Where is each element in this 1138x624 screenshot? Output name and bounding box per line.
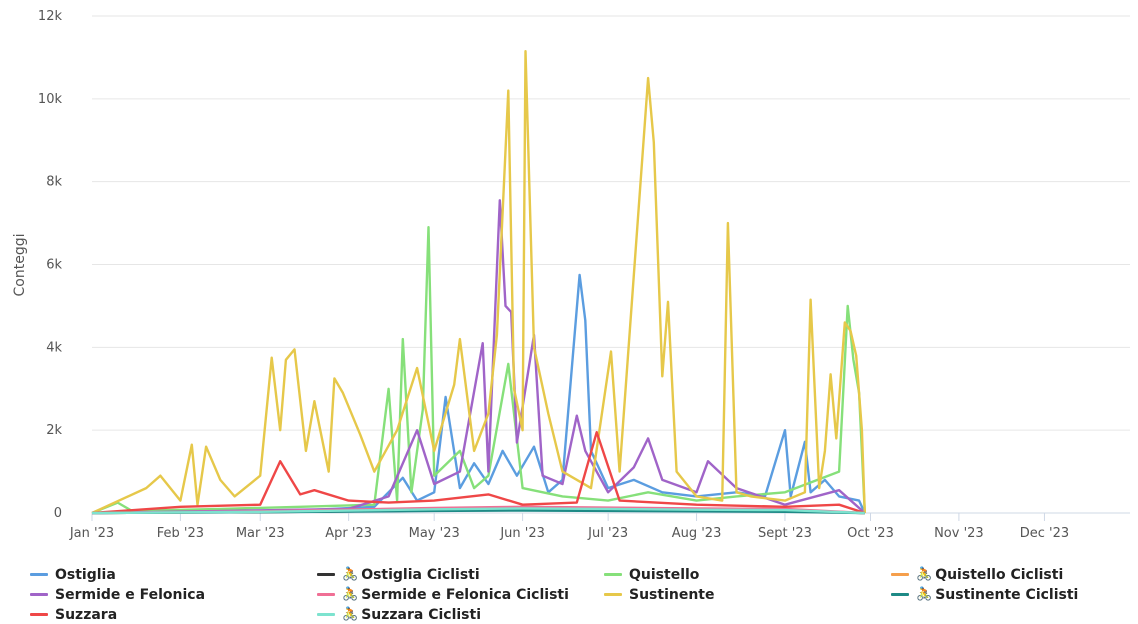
legend-swatch (317, 593, 335, 596)
legend-item[interactable]: Suzzara (30, 605, 317, 624)
y-tick-label: 6k (46, 258, 62, 273)
series-line (91, 225, 866, 515)
series-line (91, 431, 866, 515)
legend-item[interactable]: 🚴 Sermide e Felonica Ciclisti (317, 585, 604, 604)
x-tick-label: Dec '23 (1020, 526, 1069, 541)
legend-label: Sustinente (629, 586, 715, 603)
y-tick-label: 10k (38, 92, 63, 107)
series-line (91, 507, 865, 515)
legend-label: Suzzara (55, 606, 118, 623)
x-tick-label: Jun '23 (499, 526, 545, 541)
series-line (91, 199, 866, 515)
legend-item[interactable]: Sermide e Felonica (30, 585, 317, 604)
x-tick-label: Apr '23 (325, 526, 372, 541)
bicycle-icon: 🚴 (916, 567, 933, 582)
legend-label: Sermide e Felonica Ciclisti (361, 586, 569, 603)
legend-swatch (604, 573, 622, 576)
bicycle-icon: 🚴 (916, 587, 933, 602)
y-axis-ticks: 0 2k 4k 6k 8k 10k 12k (38, 9, 63, 521)
legend: Ostiglia 🚴 Ostiglia Ciclisti Quistello 🚴 Quis… (30, 565, 1130, 624)
x-axis: Jan '23 Feb '23 Mar '23 Apr '23 May '23 Jun '… (69, 512, 1130, 541)
x-tick-label: Aug '23 (672, 526, 722, 541)
legend-label: Ostiglia (55, 566, 116, 583)
legend-swatch (30, 573, 48, 576)
legend-swatch (891, 573, 909, 576)
y-axis-label: Conteggi (12, 234, 28, 297)
legend-label: Sermide e Felonica (55, 586, 206, 603)
bicycle-icon: 🚴 (342, 567, 359, 582)
y-tick-label: 2k (46, 423, 62, 438)
x-tick-label: Nov '23 (934, 526, 984, 541)
legend-item[interactable]: 🚴 Quistello Ciclisti (891, 565, 1131, 584)
legend-item[interactable]: 🚴 Ostiglia Ciclisti (317, 565, 604, 584)
y-tick-label: 12k (38, 9, 63, 24)
x-tick-label: May '23 (409, 526, 460, 541)
legend-item[interactable]: 🚴 Sustinente Ciclisti (891, 585, 1131, 604)
x-tick-label: Oct '23 (847, 526, 894, 541)
legend-swatch (891, 593, 909, 596)
legend-label: Quistello (629, 566, 700, 583)
legend-label: Suzzara Ciclisti (361, 606, 482, 623)
x-tick-label: Mar '23 (236, 526, 285, 541)
series-lines (91, 50, 866, 515)
y-tick-label: 0 (54, 506, 62, 521)
y-tick-label: 8k (46, 175, 62, 190)
line-chart: 0 2k 4k 6k 8k 10k 12k Jan '23 Feb '23 Mar '23 Apr… (12, 9, 1130, 541)
grid-lines (92, 15, 1130, 431)
series-line (91, 273, 866, 515)
legend-item[interactable]: 🚴 Suzzara Ciclisti (317, 605, 604, 624)
y-tick-label: 4k (46, 340, 62, 355)
legend-label: Quistello Ciclisti (935, 566, 1064, 583)
x-tick-label: Sept '23 (758, 526, 812, 541)
series-line (91, 50, 866, 515)
legend-label: Sustinente Ciclisti (935, 586, 1079, 603)
legend-swatch (30, 613, 48, 616)
x-tick-label: Jan '23 (69, 526, 114, 541)
bicycle-icon: 🚴 (342, 607, 359, 622)
legend-swatch (30, 593, 48, 596)
legend-swatch (317, 613, 335, 616)
legend-item[interactable]: Sustinente (604, 585, 891, 604)
legend-item[interactable]: Quistello (604, 565, 891, 584)
legend-swatch (317, 573, 335, 576)
bicycle-icon: 🚴 (342, 587, 359, 602)
legend-label: Ostiglia Ciclisti (361, 566, 480, 583)
legend-item[interactable]: Ostiglia (30, 565, 317, 584)
x-tick-label: Jul '23 (587, 526, 628, 541)
legend-swatch (604, 593, 622, 596)
x-tick-label: Feb '23 (157, 526, 204, 541)
